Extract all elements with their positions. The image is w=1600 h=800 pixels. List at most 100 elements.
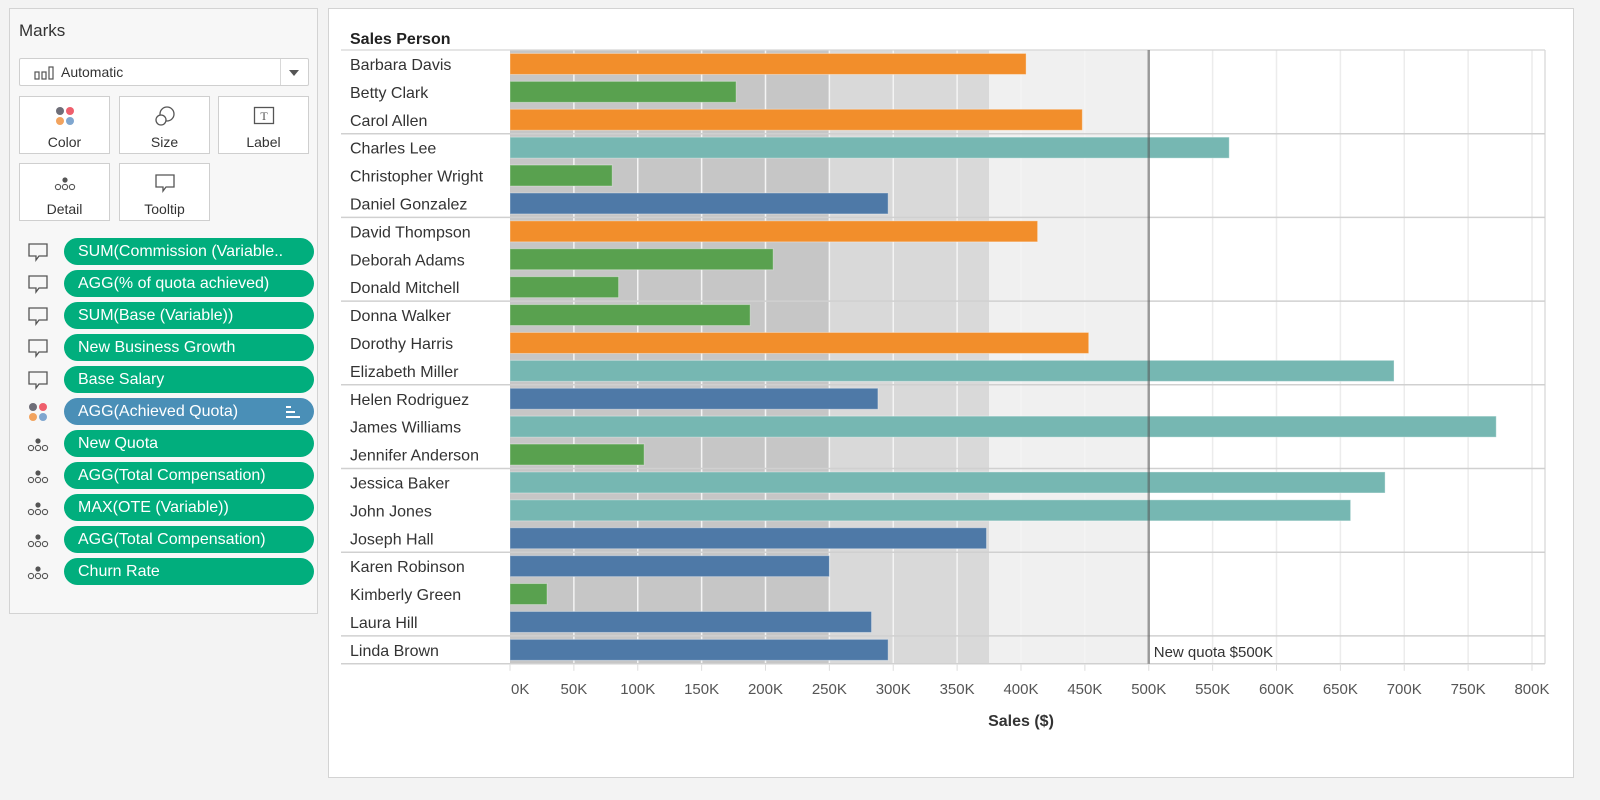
x-tick-label: 150K xyxy=(684,681,719,698)
bar[interactable] xyxy=(509,359,1395,382)
tooltip-speech-icon[interactable] xyxy=(26,273,50,295)
field-row: Churn Rate xyxy=(26,558,316,585)
detail-shelf-label: Detail xyxy=(46,201,83,217)
bar[interactable] xyxy=(509,248,774,271)
row-label: Dorothy Harris xyxy=(350,336,453,353)
field-pill[interactable]: Base Salary xyxy=(64,366,314,393)
label-shelf-label: Label xyxy=(246,134,281,150)
field-pill[interactable]: MAX(OTE (Variable)) xyxy=(64,494,314,521)
bar[interactable] xyxy=(509,527,988,550)
reference-line-label: New quota $500K xyxy=(1154,644,1273,661)
field-row: AGG(Total Compensation) xyxy=(26,526,316,553)
field-row: AGG(% of quota achieved) xyxy=(26,270,316,297)
field-pill[interactable]: New Quota xyxy=(64,430,314,457)
field-pill[interactable]: AGG(% of quota achieved) xyxy=(64,270,314,297)
color-dots-icon xyxy=(55,107,74,125)
field-row: Base Salary xyxy=(26,366,316,393)
size-shelf-button[interactable]: Size xyxy=(119,96,210,154)
mark-type-label: Automatic xyxy=(61,64,124,80)
tooltip-speech-icon[interactable] xyxy=(26,337,50,359)
detail-dots-icon[interactable] xyxy=(26,497,50,519)
mark-type-dropdown[interactable]: Automatic xyxy=(19,58,309,86)
chart-panel: Sales Person Barbara Davis Betty Clark Caro… xyxy=(328,8,1574,778)
bar[interactable] xyxy=(509,220,1039,243)
row-label: Joseph Hall xyxy=(350,531,434,548)
bar[interactable] xyxy=(509,443,645,466)
color-shelf-button[interactable]: Color xyxy=(19,96,110,154)
label-shelf-button[interactable]: T Label xyxy=(218,96,309,154)
field-pill[interactable]: AGG(Total Compensation) xyxy=(64,526,314,553)
chevron-down-icon[interactable] xyxy=(280,59,308,85)
marks-title: Marks xyxy=(19,21,66,40)
row-label: James Williams xyxy=(350,420,461,437)
detail-dots-icon[interactable] xyxy=(26,465,50,487)
bar[interactable] xyxy=(509,583,548,606)
tooltip-speech-icon xyxy=(154,174,175,193)
svg-text:T: T xyxy=(260,109,268,123)
tooltip-speech-icon[interactable] xyxy=(26,305,50,327)
field-pill-label: Base Salary xyxy=(78,371,165,388)
x-tick-label: 400K xyxy=(1003,681,1038,698)
x-tick-label: 0K xyxy=(511,681,529,698)
field-row: AGG(Achieved Quota) xyxy=(26,398,316,425)
detail-dots-icon[interactable] xyxy=(26,561,50,583)
x-tick-label: 550K xyxy=(1195,681,1230,698)
row-label: John Jones xyxy=(350,503,432,520)
detail-shelf-button[interactable]: Detail xyxy=(19,163,110,221)
row-label: Elizabeth Miller xyxy=(350,364,459,381)
bar[interactable] xyxy=(509,52,1027,75)
size-circles-icon xyxy=(154,106,175,126)
row-label: Charles Lee xyxy=(350,141,436,158)
field-pill[interactable]: SUM(Commission (Variable.. xyxy=(64,238,314,265)
field-pill-label: AGG(Achieved Quota) xyxy=(78,403,239,420)
bar[interactable] xyxy=(509,471,1386,494)
field-pill[interactable]: AGG(Achieved Quota) xyxy=(64,398,314,425)
x-tick-label: 800K xyxy=(1514,681,1549,698)
field-pill-label: Churn Rate xyxy=(78,563,160,580)
bar[interactable] xyxy=(509,331,1090,354)
bar[interactable] xyxy=(509,164,613,187)
field-pill[interactable]: SUM(Base (Variable)) xyxy=(64,302,314,329)
color-dots-icon[interactable] xyxy=(26,401,50,423)
x-tick-label: 600K xyxy=(1259,681,1294,698)
bar[interactable] xyxy=(509,555,830,578)
detail-dots-icon[interactable] xyxy=(26,529,50,551)
detail-dots-icon[interactable] xyxy=(26,433,50,455)
row-label: Donald Mitchell xyxy=(350,280,459,297)
field-pill-label: AGG(Total Compensation) xyxy=(78,467,266,484)
x-tick-label: 700K xyxy=(1387,681,1422,698)
bar[interactable] xyxy=(509,304,751,327)
sort-descending-icon[interactable] xyxy=(286,406,300,418)
x-tick-label: 350K xyxy=(940,681,975,698)
bar[interactable] xyxy=(509,415,1497,438)
bar[interactable] xyxy=(509,136,1230,159)
field-pill[interactable]: Churn Rate xyxy=(64,558,314,585)
field-row: MAX(OTE (Variable)) xyxy=(26,494,316,521)
row-label: Christopher Wright xyxy=(350,169,484,186)
tooltip-speech-icon[interactable] xyxy=(26,241,50,263)
bar[interactable] xyxy=(509,499,1352,522)
x-tick-label: 650K xyxy=(1323,681,1358,698)
bar[interactable] xyxy=(509,638,889,661)
field-pill-label: AGG(% of quota achieved) xyxy=(78,275,270,292)
field-row: SUM(Commission (Variable.. xyxy=(26,238,316,265)
field-pill[interactable]: New Business Growth xyxy=(64,334,314,361)
bar[interactable] xyxy=(509,80,737,103)
bar[interactable] xyxy=(509,276,620,299)
row-label: Deborah Adams xyxy=(350,252,465,269)
row-label: Jessica Baker xyxy=(350,475,450,492)
bar[interactable] xyxy=(509,387,879,410)
field-pill-label: New Business Growth xyxy=(78,339,236,356)
tooltip-shelf-button[interactable]: Tooltip xyxy=(119,163,210,221)
tooltip-shelf-label: Tooltip xyxy=(144,201,185,217)
bar-chart-icon xyxy=(34,66,54,80)
bar-chart: Sales Person Barbara Davis Betty Clark Caro… xyxy=(341,31,1550,730)
size-shelf-label: Size xyxy=(150,134,179,150)
x-tick-label: 500K xyxy=(1131,681,1166,698)
tooltip-speech-icon[interactable] xyxy=(26,369,50,391)
field-pill[interactable]: AGG(Total Compensation) xyxy=(64,462,314,489)
x-tick-label: 50K xyxy=(561,681,588,698)
bar[interactable] xyxy=(509,192,889,215)
bar[interactable] xyxy=(509,108,1083,131)
bar[interactable] xyxy=(509,610,873,633)
